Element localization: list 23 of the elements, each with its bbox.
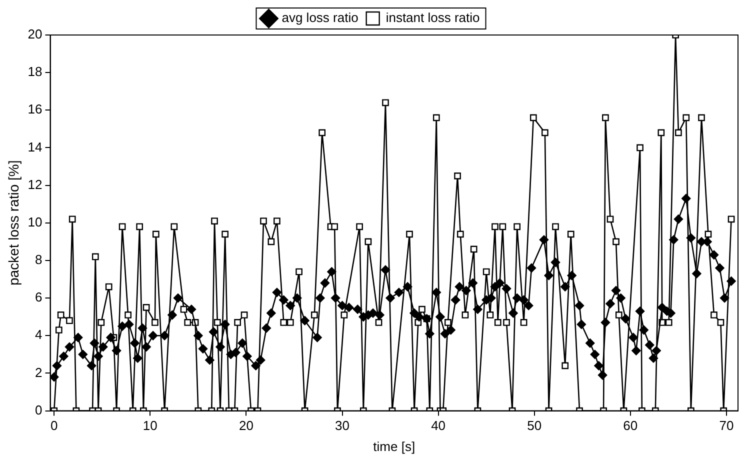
- x-tick-label: 70: [719, 418, 734, 434]
- y-tick-label: 12: [28, 176, 42, 192]
- legend-label: avg loss ratio: [282, 10, 358, 26]
- x-tick-label: 60: [623, 418, 638, 434]
- legend-label: instant loss ratio: [386, 10, 480, 26]
- y-tick-label: 4: [35, 327, 42, 342]
- y-tick-label: 20: [28, 26, 42, 42]
- x-tick-label: 0: [50, 418, 58, 434]
- y-tick-label: 14: [28, 139, 42, 154]
- x-axis-title: time [s]: [373, 438, 416, 454]
- y-tick-label: 16: [28, 102, 42, 117]
- x-tick-label: 50: [527, 418, 542, 434]
- x-tick-label: 10: [142, 418, 158, 434]
- x-tick-label: 20: [238, 418, 254, 434]
- y-tick-label: 2: [35, 364, 42, 380]
- y-tick-label: 18: [28, 64, 42, 80]
- y-tick-label: 8: [35, 252, 42, 268]
- y-tick-label: 0: [35, 402, 42, 418]
- y-axis-title: packet loss ratio [%]: [5, 160, 22, 286]
- y-tick-label: 6: [35, 290, 42, 305]
- x-tick-label: 30: [335, 418, 350, 434]
- y-tick-label: 10: [28, 214, 42, 230]
- x-tick-label: 40: [431, 418, 446, 434]
